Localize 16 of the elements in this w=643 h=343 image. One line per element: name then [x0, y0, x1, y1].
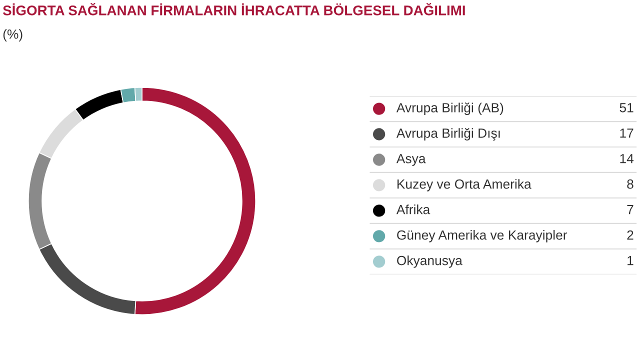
legend-label: Okyanusya — [397, 256, 462, 268]
data-label: 17 — [620, 128, 634, 138]
data-label: 14 — [620, 154, 634, 164]
data-label: 8 — [627, 179, 634, 189]
data-label: 1 — [628, 256, 634, 266]
legend-label: Avrupa Birliği (AB) — [396, 102, 504, 116]
data-label: 2 — [627, 230, 634, 240]
legend-label: Kuzey ve Orta Amerika — [397, 179, 532, 192]
legend-label: Avrupa Birliği Dışı — [396, 128, 500, 141]
legend-label: Güney Amerika ve Karayipler — [397, 230, 568, 242]
chart-subtitle: (%) — [3, 29, 22, 42]
legend-label: Asya — [396, 154, 426, 166]
chart-title: SİGORTA SAĞLANAN FİRMALARIN İHRACATTA BÖLGESEL DAĞILIMI — [2, 2, 465, 16]
data-label: 51 — [620, 103, 634, 112]
data-label: 7 — [627, 205, 634, 214]
legend-label: Afrika — [396, 204, 430, 214]
